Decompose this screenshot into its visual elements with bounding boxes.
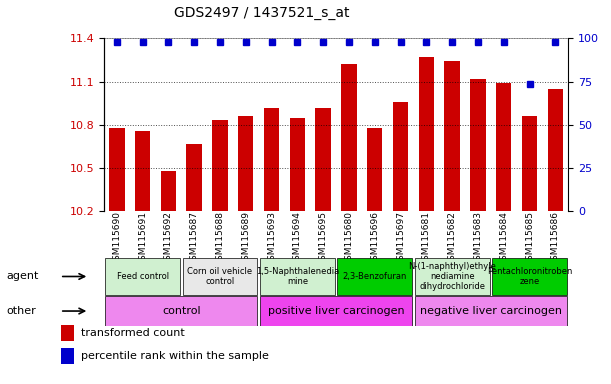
Text: GSM115688: GSM115688 xyxy=(216,211,224,266)
Text: other: other xyxy=(6,306,36,316)
Bar xyxy=(61,325,74,341)
Text: GSM115682: GSM115682 xyxy=(448,211,456,266)
Text: 2,3-Benzofuran: 2,3-Benzofuran xyxy=(343,272,407,281)
Bar xyxy=(186,144,202,211)
FancyBboxPatch shape xyxy=(260,296,412,326)
Bar xyxy=(61,348,74,364)
Text: Pentachloronitroben
zene: Pentachloronitroben zene xyxy=(487,267,573,286)
Text: GSM115695: GSM115695 xyxy=(319,211,327,266)
Text: GSM115683: GSM115683 xyxy=(474,211,483,266)
Text: GSM115696: GSM115696 xyxy=(370,211,379,266)
FancyBboxPatch shape xyxy=(415,296,567,326)
Text: GSM115685: GSM115685 xyxy=(525,211,534,266)
Bar xyxy=(290,118,305,211)
Bar xyxy=(135,131,150,211)
Bar xyxy=(367,127,382,211)
Text: GSM115686: GSM115686 xyxy=(551,211,560,266)
Text: GSM115680: GSM115680 xyxy=(345,211,353,266)
Bar xyxy=(496,83,511,211)
Text: GSM115689: GSM115689 xyxy=(241,211,251,266)
FancyBboxPatch shape xyxy=(105,258,180,295)
Bar xyxy=(264,108,279,211)
Text: GSM115687: GSM115687 xyxy=(189,211,199,266)
Text: transformed count: transformed count xyxy=(81,328,185,338)
Text: GSM115690: GSM115690 xyxy=(112,211,121,266)
FancyBboxPatch shape xyxy=(260,258,335,295)
Bar xyxy=(419,57,434,211)
Text: negative liver carcinogen: negative liver carcinogen xyxy=(420,306,562,316)
Text: GSM115681: GSM115681 xyxy=(422,211,431,266)
Text: percentile rank within the sample: percentile rank within the sample xyxy=(81,351,269,361)
Bar xyxy=(444,61,460,211)
Text: GSM115693: GSM115693 xyxy=(267,211,276,266)
Text: GSM115694: GSM115694 xyxy=(293,211,302,266)
Text: N-(1-naphthyl)ethyle
nediamine
dihydrochloride: N-(1-naphthyl)ethyle nediamine dihydroch… xyxy=(408,262,496,291)
Text: GSM115684: GSM115684 xyxy=(499,211,508,266)
FancyBboxPatch shape xyxy=(415,258,489,295)
Bar xyxy=(109,127,125,211)
FancyBboxPatch shape xyxy=(105,296,257,326)
FancyBboxPatch shape xyxy=(492,258,567,295)
Text: GSM115692: GSM115692 xyxy=(164,211,173,266)
Text: GSM115697: GSM115697 xyxy=(396,211,405,266)
FancyBboxPatch shape xyxy=(183,258,257,295)
Text: GSM115691: GSM115691 xyxy=(138,211,147,266)
Text: Corn oil vehicle
control: Corn oil vehicle control xyxy=(188,267,252,286)
Bar xyxy=(470,79,486,211)
Bar xyxy=(393,102,408,211)
Text: GDS2497 / 1437521_s_at: GDS2497 / 1437521_s_at xyxy=(174,6,349,20)
Text: agent: agent xyxy=(6,271,38,281)
Bar xyxy=(522,116,537,211)
Bar xyxy=(315,108,331,211)
Bar xyxy=(238,116,254,211)
Text: 1,5-Naphthalenedia
mine: 1,5-Naphthalenedia mine xyxy=(256,267,339,286)
FancyBboxPatch shape xyxy=(337,258,412,295)
Bar xyxy=(161,171,176,211)
Bar xyxy=(547,89,563,211)
Text: control: control xyxy=(162,306,200,316)
Bar xyxy=(212,121,228,211)
Bar xyxy=(341,64,357,211)
Text: positive liver carcinogen: positive liver carcinogen xyxy=(268,306,404,316)
Text: Feed control: Feed control xyxy=(117,272,169,281)
